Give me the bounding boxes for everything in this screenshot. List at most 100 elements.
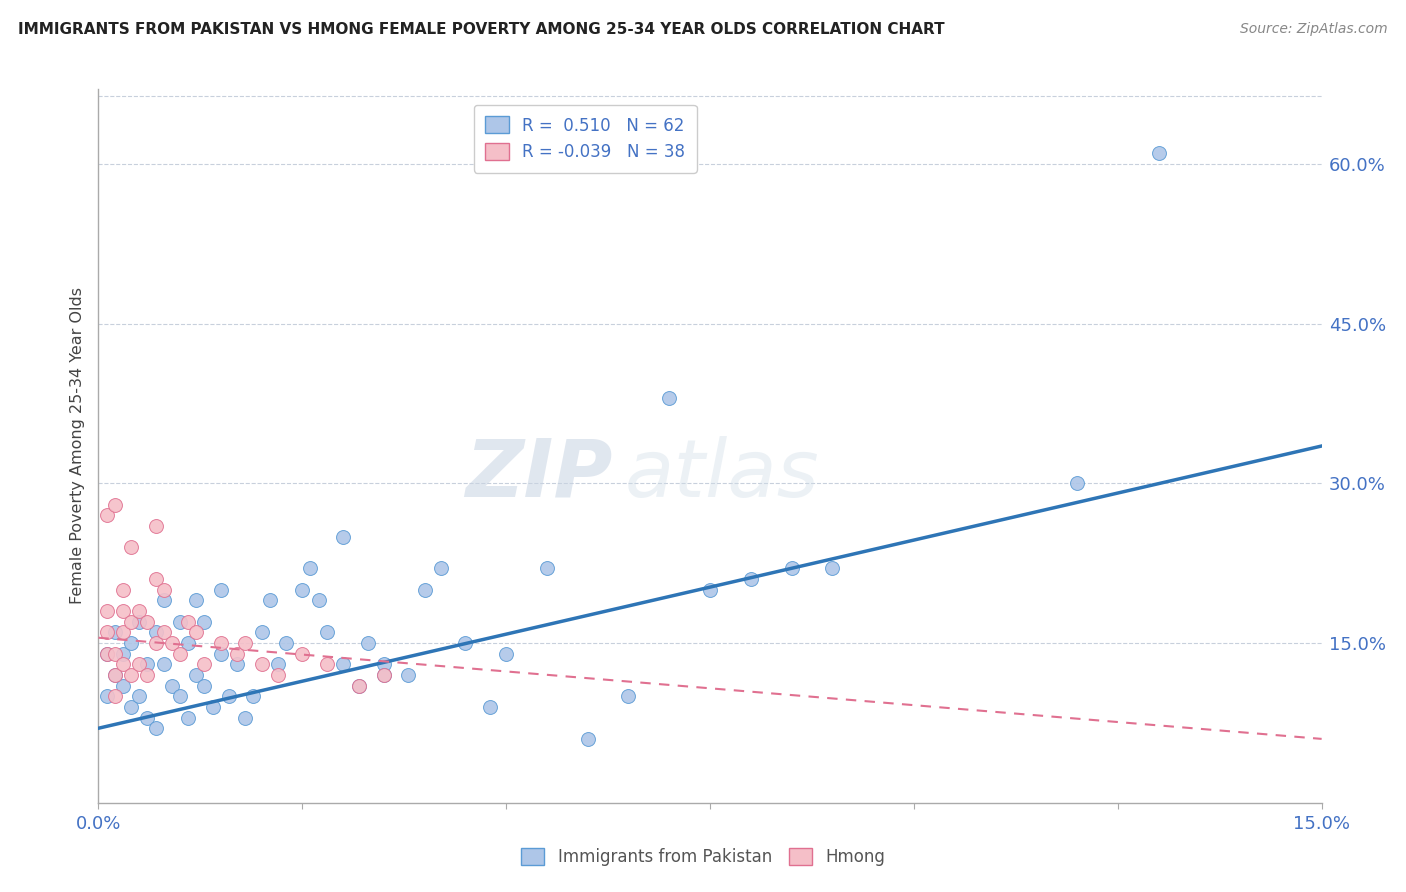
- Legend: R =  0.510   N = 62, R = -0.039   N = 38: R = 0.510 N = 62, R = -0.039 N = 38: [474, 104, 697, 173]
- Point: [120, 540, 142, 554]
- Point: [96, 604, 118, 618]
- Point: [218, 690, 240, 704]
- Point: [96, 690, 118, 704]
- Point: [315, 657, 337, 672]
- Point: [373, 668, 395, 682]
- Point: [111, 625, 134, 640]
- Point: [274, 636, 297, 650]
- Point: [111, 604, 134, 618]
- Point: [186, 593, 208, 607]
- Point: [349, 679, 371, 693]
- Point: [136, 710, 159, 724]
- Point: [699, 582, 721, 597]
- Point: [209, 636, 232, 650]
- Point: [233, 710, 256, 724]
- Point: [128, 615, 150, 629]
- Point: [226, 657, 249, 672]
- Point: [349, 679, 371, 693]
- Point: [332, 657, 354, 672]
- Point: [145, 636, 167, 650]
- Point: [152, 625, 174, 640]
- Point: [104, 647, 127, 661]
- Point: [396, 668, 419, 682]
- Point: [193, 679, 215, 693]
- Point: [128, 690, 150, 704]
- Point: [658, 391, 681, 405]
- Point: [267, 657, 290, 672]
- Point: [136, 657, 159, 672]
- Point: [111, 647, 134, 661]
- Point: [145, 519, 167, 533]
- Point: [186, 668, 208, 682]
- Point: [177, 615, 200, 629]
- Point: [145, 572, 167, 586]
- Point: [413, 582, 436, 597]
- Point: [104, 625, 127, 640]
- Point: [356, 636, 378, 650]
- Point: [160, 679, 183, 693]
- Text: atlas: atlas: [624, 435, 820, 514]
- Point: [267, 668, 290, 682]
- Point: [169, 647, 191, 661]
- Point: [1066, 476, 1088, 491]
- Point: [495, 647, 517, 661]
- Point: [128, 657, 150, 672]
- Point: [373, 657, 395, 672]
- Point: [332, 529, 354, 543]
- Point: [96, 625, 118, 640]
- Point: [152, 582, 174, 597]
- Point: [250, 657, 273, 672]
- Point: [308, 593, 330, 607]
- Point: [111, 657, 134, 672]
- Point: [96, 647, 118, 661]
- Point: [1147, 146, 1170, 161]
- Point: [136, 668, 159, 682]
- Point: [145, 721, 167, 735]
- Point: [536, 561, 558, 575]
- Point: [111, 582, 134, 597]
- Point: [177, 710, 200, 724]
- Point: [104, 668, 127, 682]
- Y-axis label: Female Poverty Among 25-34 Year Olds: Female Poverty Among 25-34 Year Olds: [69, 287, 84, 605]
- Point: [160, 636, 183, 650]
- Point: [740, 572, 762, 586]
- Point: [226, 647, 249, 661]
- Point: [233, 636, 256, 650]
- Point: [169, 615, 191, 629]
- Point: [145, 625, 167, 640]
- Point: [315, 625, 337, 640]
- Point: [193, 657, 215, 672]
- Point: [136, 615, 159, 629]
- Point: [478, 700, 501, 714]
- Point: [430, 561, 453, 575]
- Point: [259, 593, 281, 607]
- Point: [291, 582, 314, 597]
- Point: [373, 668, 395, 682]
- Text: Source: ZipAtlas.com: Source: ZipAtlas.com: [1240, 22, 1388, 37]
- Point: [186, 625, 208, 640]
- Point: [96, 647, 118, 661]
- Legend: Immigrants from Pakistan, Hmong: Immigrants from Pakistan, Hmong: [513, 840, 893, 875]
- Point: [242, 690, 264, 704]
- Point: [780, 561, 803, 575]
- Point: [177, 636, 200, 650]
- Point: [128, 604, 150, 618]
- Point: [104, 668, 127, 682]
- Point: [209, 647, 232, 661]
- Point: [111, 679, 134, 693]
- Point: [617, 690, 640, 704]
- Point: [576, 731, 599, 746]
- Point: [291, 647, 314, 661]
- Text: ZIP: ZIP: [465, 435, 612, 514]
- Point: [104, 498, 127, 512]
- Point: [120, 700, 142, 714]
- Point: [169, 690, 191, 704]
- Point: [104, 690, 127, 704]
- Point: [209, 582, 232, 597]
- Point: [193, 615, 215, 629]
- Point: [299, 561, 322, 575]
- Point: [120, 615, 142, 629]
- Point: [120, 668, 142, 682]
- Point: [201, 700, 224, 714]
- Point: [454, 636, 477, 650]
